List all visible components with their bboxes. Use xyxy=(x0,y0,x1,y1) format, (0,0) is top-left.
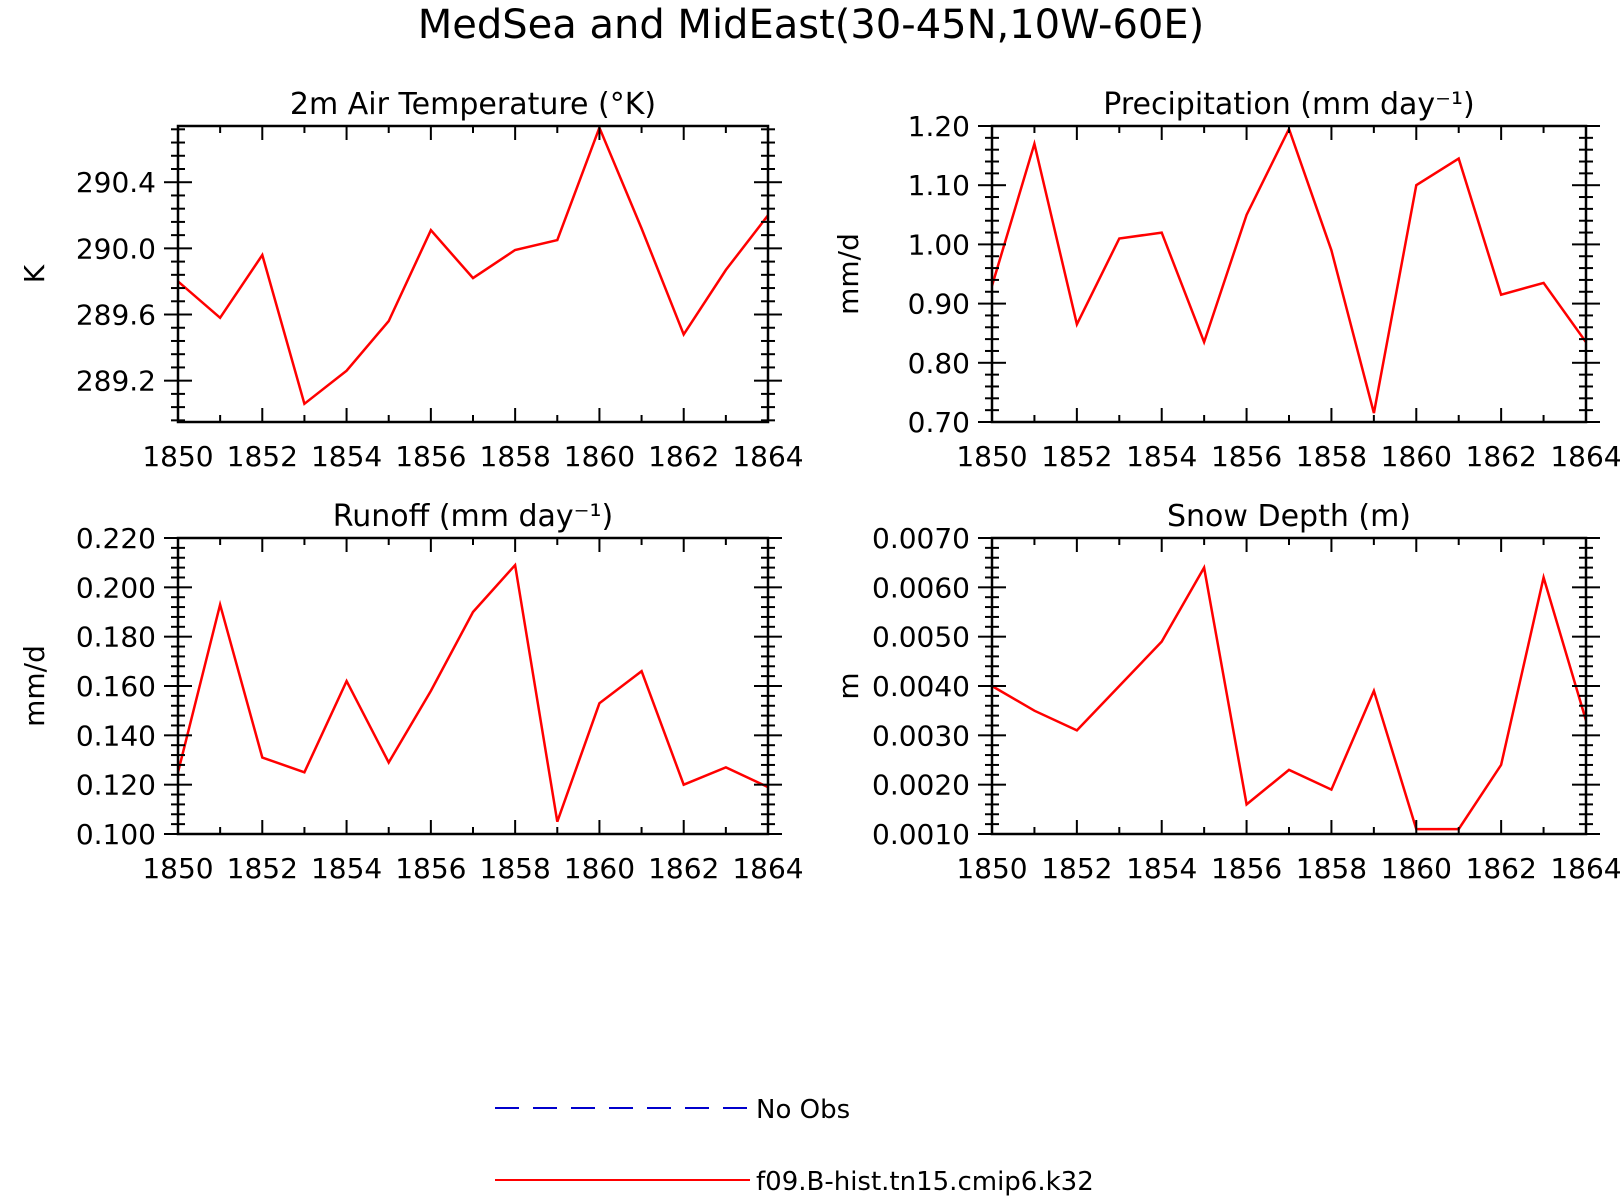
x-tick-label: 1850 xyxy=(956,852,1027,885)
legend-model-label: f09.B-hist.tn15.cmip6.k32 xyxy=(756,1167,1094,1196)
x-tick-label: 1860 xyxy=(564,852,635,885)
x-tick-label: 1860 xyxy=(1381,440,1452,473)
y-axis-label: mm/d xyxy=(832,233,865,315)
y-tick-label: 1.10 xyxy=(908,169,970,202)
x-tick-label: 1858 xyxy=(1296,852,1367,885)
y-tick-label: 1.20 xyxy=(908,110,970,143)
series-line-0 xyxy=(178,562,768,823)
chart-panel-3: Snow Depth (m) m 1850 1852 1854 1856 1858 1860 1… xyxy=(832,499,1622,885)
chart-panel-2: Runoff (mm day⁻¹) mm/d 1850 1852 1854 1856 185… xyxy=(18,499,804,885)
panel-title: Snow Depth (m) xyxy=(1167,499,1411,534)
y-tick-label: 0.200 xyxy=(76,571,156,604)
x-tick-label: 1852 xyxy=(227,852,298,885)
legend-obs-label: No Obs xyxy=(756,1095,850,1125)
x-tick-label: 1858 xyxy=(1296,440,1367,473)
y-tick-label: 0.0040 xyxy=(872,670,970,703)
y-tick-label: 289.6 xyxy=(76,299,156,332)
x-tick-label: 1852 xyxy=(1041,852,1112,885)
panel-title: Runoff (mm day⁻¹) xyxy=(333,499,614,534)
x-tick-label: 1864 xyxy=(1550,440,1621,473)
series-line-0 xyxy=(992,563,1586,831)
x-tick-label: 1852 xyxy=(227,440,298,473)
y-tick-label: 290.0 xyxy=(76,232,156,265)
plot-frame xyxy=(990,536,1588,836)
y-axis-label: K xyxy=(18,264,51,283)
y-tick-label: 0.70 xyxy=(908,406,970,439)
x-tick-label: 1862 xyxy=(648,440,719,473)
y-tick-label: 0.0020 xyxy=(872,769,970,802)
chart-panel-0: 2m Air Temperature (°K) K 1850 1852 1854 1856… xyxy=(18,87,804,473)
y-tick-label: 0.0010 xyxy=(872,818,970,851)
y-tick-label: 0.80 xyxy=(908,347,970,380)
y-tick-label: 0.0060 xyxy=(872,571,970,604)
x-tick-label: 1852 xyxy=(1041,440,1112,473)
y-tick-label: 289.2 xyxy=(76,365,156,398)
y-tick-label: 0.120 xyxy=(76,769,156,802)
x-tick-label: 1850 xyxy=(142,440,213,473)
y-tick-label: 0.180 xyxy=(76,621,156,654)
x-tick-label: 1854 xyxy=(1126,852,1197,885)
y-tick-label: 0.140 xyxy=(76,719,156,752)
x-tick-label: 1854 xyxy=(311,852,382,885)
x-tick-label: 1860 xyxy=(1381,852,1452,885)
x-tick-label: 1854 xyxy=(1126,440,1197,473)
y-tick-label: 0.0050 xyxy=(872,621,970,654)
panel-title: 2m Air Temperature (°K) xyxy=(290,87,656,122)
x-tick-label: 1864 xyxy=(732,852,803,885)
x-tick-label: 1856 xyxy=(1211,440,1282,473)
x-tick-label: 1856 xyxy=(395,440,466,473)
chart-panel-1: Precipitation (mm day⁻¹) mm/d 1850 1852 1854… xyxy=(832,87,1622,473)
y-tick-label: 1.00 xyxy=(908,228,970,261)
x-tick-label: 1858 xyxy=(480,852,551,885)
figure-title: MedSea and MidEast(30-45N,10W-60E) xyxy=(418,2,1205,48)
x-tick-label: 1862 xyxy=(1466,440,1537,473)
x-tick-label: 1858 xyxy=(480,440,551,473)
series-line-0 xyxy=(178,126,768,406)
y-tick-label: 0.160 xyxy=(76,670,156,703)
x-tick-label: 1864 xyxy=(1550,852,1621,885)
y-tick-label: 0.0030 xyxy=(872,719,970,752)
x-tick-label: 1864 xyxy=(732,440,803,473)
series-line-0 xyxy=(992,126,1586,414)
x-tick-label: 1856 xyxy=(1211,852,1282,885)
x-tick-label: 1850 xyxy=(956,440,1027,473)
x-tick-label: 1854 xyxy=(311,440,382,473)
y-axis-label: m xyxy=(832,672,865,699)
y-tick-label: 290.4 xyxy=(76,166,156,199)
y-axis-label: mm/d xyxy=(18,645,51,727)
x-tick-label: 1862 xyxy=(1466,852,1537,885)
y-tick-label: 0.100 xyxy=(76,818,156,851)
x-tick-label: 1862 xyxy=(648,852,719,885)
panels: 2m Air Temperature (°K) K 1850 1852 1854 1856… xyxy=(18,87,1622,885)
x-tick-label: 1850 xyxy=(142,852,213,885)
y-tick-label: 0.90 xyxy=(908,288,970,321)
legend: No Obs f09.B-hist.tn15.cmip6.k32 xyxy=(495,1095,1094,1196)
y-tick-label: 0.0070 xyxy=(872,522,970,555)
plot-frame xyxy=(990,124,1588,424)
panel-title: Precipitation (mm day⁻¹) xyxy=(1103,87,1474,122)
plot-frame xyxy=(176,536,770,836)
x-tick-label: 1860 xyxy=(564,440,635,473)
y-tick-label: 0.220 xyxy=(76,522,156,555)
x-tick-label: 1856 xyxy=(395,852,466,885)
